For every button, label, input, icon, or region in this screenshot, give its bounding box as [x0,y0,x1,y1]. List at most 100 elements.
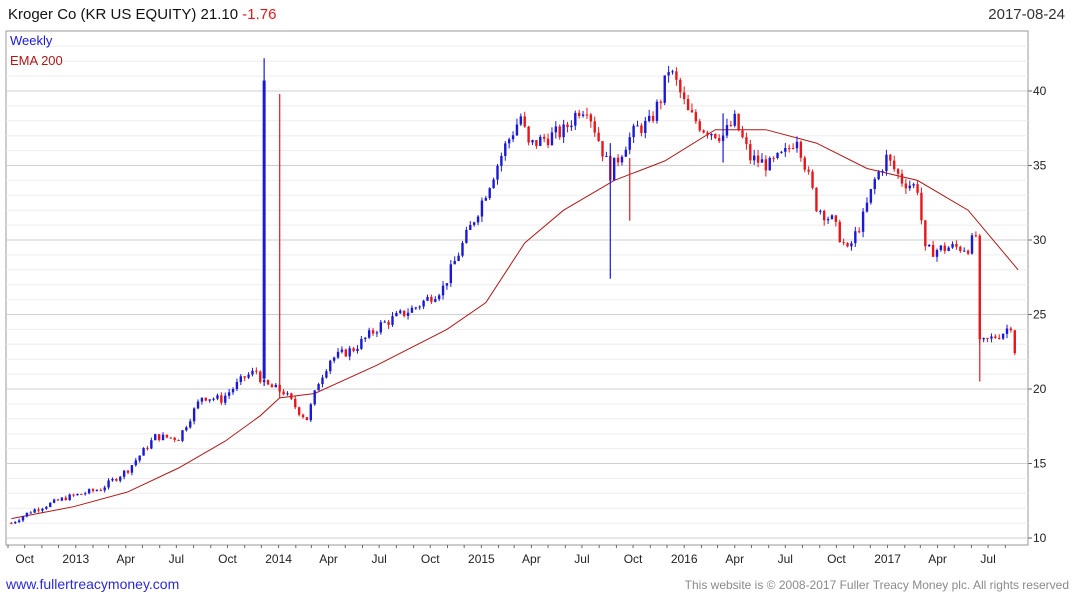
candle-body [208,399,211,401]
candle-body [247,374,250,378]
candle-body [309,404,313,421]
candle-body [294,398,297,408]
candle-body [17,520,21,522]
candle-body [823,210,826,221]
candles [10,58,1016,525]
candle-body [628,137,631,150]
x-tick-label: Jul [778,552,793,566]
candle-spike-body [262,80,266,379]
x-tick-label: Oct [624,552,643,566]
candle-body [496,165,499,180]
candle-body [64,497,67,501]
candle-body [379,322,383,333]
candle-body [406,312,410,316]
candle-body [620,156,624,163]
candle-body [173,437,176,440]
candle-body [325,371,328,378]
candle-body [655,101,659,121]
candle-body [795,141,799,149]
candle-body [200,397,204,402]
candle-body [974,235,978,237]
copyright-notice: This website is © 2008-2017 Fuller Treac… [684,578,1069,592]
candle-body [25,512,29,517]
candle-body [391,316,394,325]
candle-body [574,112,577,126]
candle-body [216,395,219,399]
y-tick-label: 10 [1033,531,1047,545]
candle-body [169,437,172,439]
candle-body [352,348,355,352]
website-link[interactable]: www.fullertreacymoney.com [6,576,180,592]
candle-body [103,487,106,491]
candle-body [581,114,585,116]
candle-body [204,397,207,401]
candle-body [165,434,169,438]
candle-body [185,427,188,431]
candle-body [916,184,919,193]
candle-body [95,490,99,492]
candle-body [714,133,717,139]
x-tick-label: Jul [169,552,184,566]
candle-body [842,242,845,244]
candle-body [900,173,904,184]
candle-body [873,179,876,190]
candle-body [741,130,744,138]
x-tick-label: Jul [574,552,589,566]
candle-body [515,124,519,136]
candle-body [344,349,348,357]
candle-body [68,494,71,501]
candle-body [554,126,558,133]
candle-body [819,210,822,212]
candle-body [612,157,616,181]
candle-body [994,336,997,338]
candle-body [558,126,561,138]
candle-body [126,470,130,473]
candle-body [566,124,569,128]
candle-body [865,202,869,212]
candle-body [947,247,950,251]
x-tick-label: Apr [928,552,947,566]
x-tick-label: Apr [725,552,744,566]
candle-body [690,110,694,113]
candle-body [418,306,421,308]
candle-body [799,141,803,158]
candle-body [787,148,791,150]
candle-body [313,390,316,405]
candle-body [399,310,402,313]
y-axis: 10 15 20 25 30 35 40 [1028,84,1047,545]
candle-body [963,250,966,252]
candle-body [270,384,274,388]
candle-body [251,370,254,375]
x-axis: Oct 2013 Apr Jul Oct 2014 Apr Jul Oct 2015 Apr Jul O… [7,545,1006,566]
candle-body [651,115,655,121]
candle-body [434,299,437,302]
candle-body [259,371,262,382]
candle-body [142,447,145,456]
y-tick-label: 40 [1033,84,1047,98]
candle-body [593,121,596,133]
candle-body [702,130,705,133]
candle-body [659,101,663,103]
candle-body [177,439,180,441]
candle-body [301,414,305,418]
candle-body [488,188,491,198]
y-tick-label: 15 [1033,457,1047,471]
candle-body [679,79,682,93]
candle-body [811,171,814,188]
candle-body [858,231,861,233]
candle-body [776,152,779,159]
candle-body [601,141,604,157]
legend-weekly: Weekly [10,33,53,48]
candle-body [480,200,484,217]
candle-body [955,243,958,247]
candle-body [52,499,56,503]
candle-body [367,330,371,338]
candle-body [235,381,239,390]
candle-body [850,243,853,247]
candle-body [1001,333,1005,339]
candle-body [830,215,834,219]
candle-body [710,133,713,136]
candle-body [321,377,324,385]
candle-body [834,215,838,222]
